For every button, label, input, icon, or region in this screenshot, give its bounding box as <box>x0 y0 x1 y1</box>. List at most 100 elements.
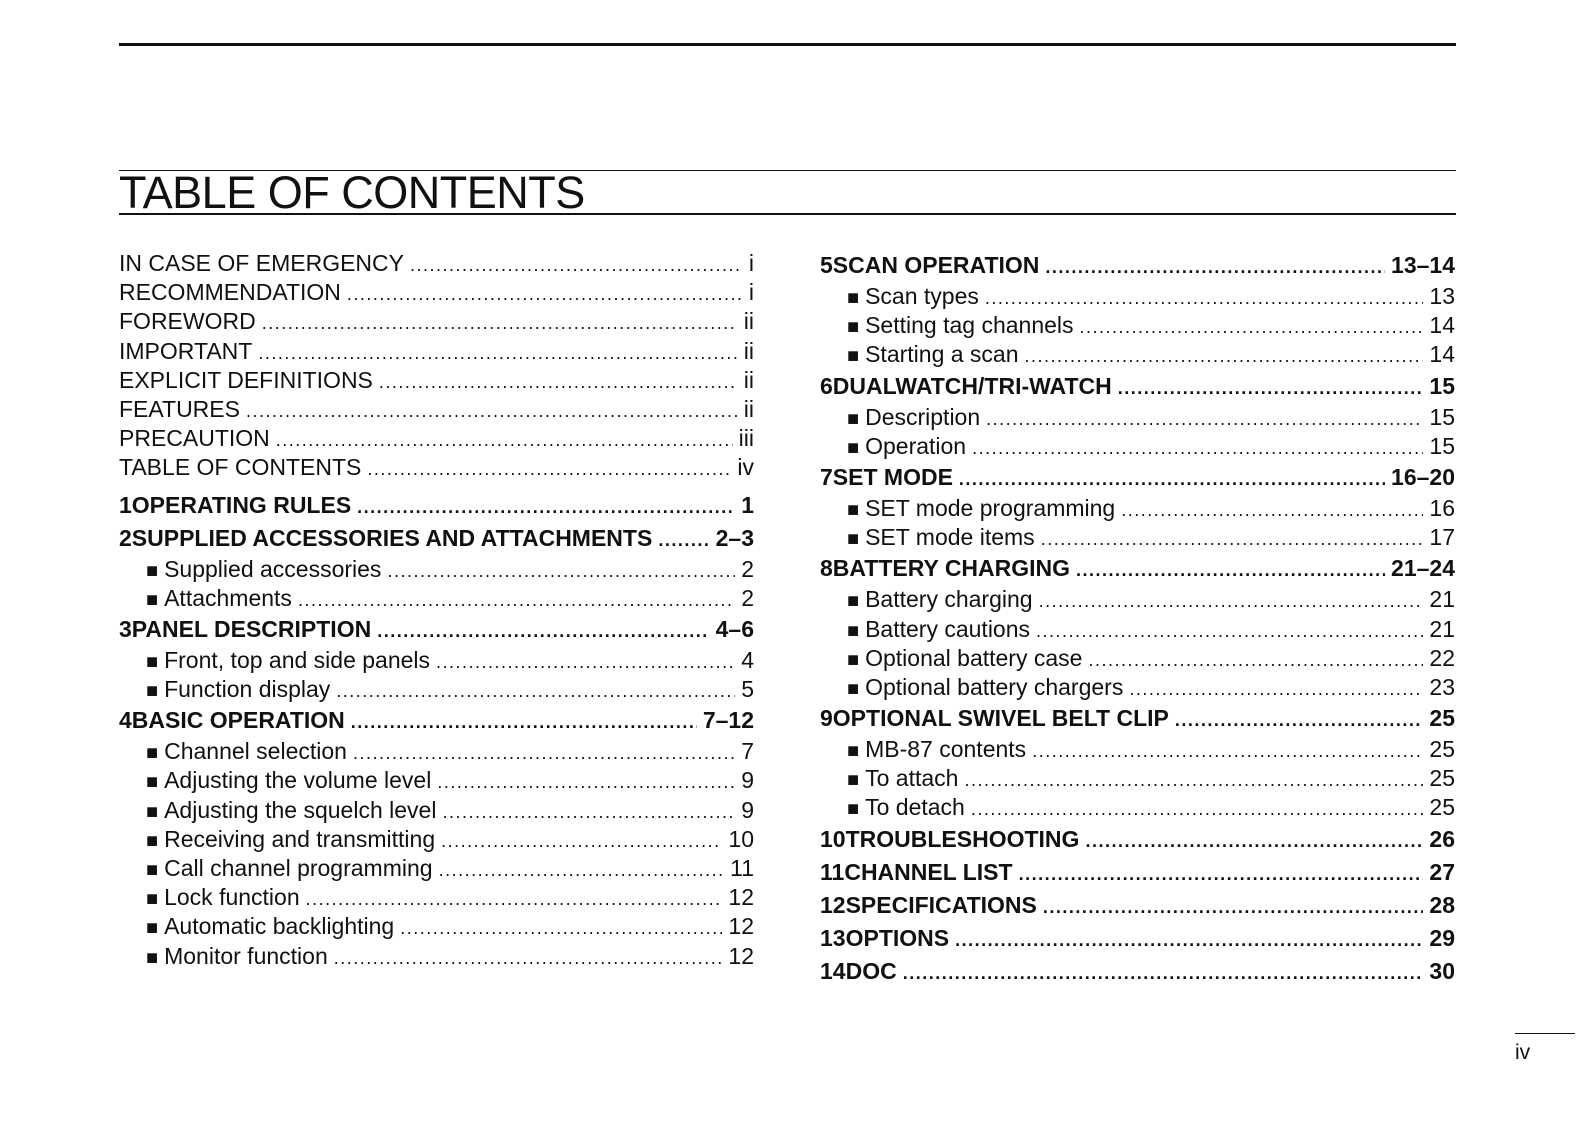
entry-page: 25 <box>1429 705 1455 732</box>
square-bullet-icon: ■ <box>847 740 860 763</box>
toc-entry[interactable]: ■ Function display.......................… <box>119 675 754 704</box>
entry-label: To detach <box>865 794 965 821</box>
toc-entry[interactable]: PRECAUTION..............................… <box>119 424 754 453</box>
entry-label: RECOMMENDATION <box>119 279 341 306</box>
entry-label: Starting a scan <box>865 341 1019 368</box>
toc-entry[interactable]: ■ Starting a scan........................… <box>820 340 1455 369</box>
toc-entry[interactable]: ■ Adjusting the volume level.............… <box>119 766 754 795</box>
dot-leader: ........................................… <box>1024 346 1424 367</box>
toc-entry[interactable]: ■ To detach..............................… <box>820 793 1455 822</box>
toc-entry[interactable]: IN CASE OF EMERGENCY....................… <box>119 249 754 278</box>
dot-leader: ........................................… <box>387 560 735 581</box>
toc-entry[interactable]: 3 PANEL DESCRIPTION......................… <box>119 613 754 646</box>
page-number-rule <box>1515 1033 1575 1034</box>
toc-entry[interactable]: 13 OPTIONS...............................… <box>820 922 1455 955</box>
toc-entry[interactable]: ■ Call channel programming...............… <box>119 854 754 883</box>
toc-entry[interactable]: ■ Front, top and side panels.............… <box>119 646 754 675</box>
toc-entry[interactable]: ■ Receiving and transmitting.............… <box>119 825 754 854</box>
entry-label: Function display <box>164 676 331 703</box>
entry-page: 21 <box>1429 615 1455 642</box>
entry-page: 17 <box>1429 524 1455 551</box>
toc-entry[interactable]: 11 CHANNEL LIST..........................… <box>820 856 1455 889</box>
toc-entry[interactable]: ■ SET mode programming...................… <box>820 494 1455 523</box>
toc-entry[interactable]: ■ Description............................… <box>820 403 1455 432</box>
entry-page: 25 <box>1429 736 1455 763</box>
toc-entry[interactable]: 4 BASIC OPERATION........................… <box>119 704 754 737</box>
entry-page: i <box>748 250 754 276</box>
toc-entry[interactable]: ■ Setting tag channels...................… <box>820 311 1455 340</box>
toc-entry[interactable]: ■ MB-87 contents.........................… <box>820 735 1455 764</box>
entry-label: CHANNEL LIST <box>844 858 1013 885</box>
dot-leader: ........................................… <box>258 342 738 363</box>
square-bullet-icon: ■ <box>146 771 159 794</box>
dot-leader: ........................................… <box>346 284 743 305</box>
toc-entry[interactable]: EXPLICIT DEFINITIONS....................… <box>119 366 754 395</box>
entry-label: Adjusting the volume level <box>164 767 432 794</box>
toc-entry[interactable]: ■ Channel selection......................… <box>119 737 754 766</box>
toc-entry[interactable]: ■ Optional battery case..................… <box>820 644 1455 673</box>
toc-entry[interactable]: ■ To attach..............................… <box>820 764 1455 793</box>
toc-entry[interactable]: RECOMMENDATION..........................… <box>119 278 754 307</box>
dot-leader: ........................................… <box>438 860 725 880</box>
section-number: 3 <box>119 615 132 642</box>
toc-entry[interactable]: 2 SUPPLIED ACCESSORIES AND ATTACHMENTS...… <box>119 522 754 555</box>
toc-entry[interactable]: ■ Optional battery chargers..............… <box>820 673 1455 702</box>
entry-page: 14 <box>1429 312 1455 339</box>
entry-label: Channel selection <box>164 738 347 765</box>
toc-entry[interactable]: ■ SET mode items.........................… <box>820 523 1455 552</box>
entry-page: 22 <box>1429 644 1455 671</box>
entry-page: 11 <box>730 855 754 881</box>
entry-page: iv <box>737 454 754 481</box>
toc-entry[interactable]: 8 BATTERY CHARGING.......................… <box>820 552 1455 585</box>
toc-entry[interactable]: 1 OPERATING RULES........................… <box>119 489 754 522</box>
square-bullet-icon: ■ <box>146 588 159 611</box>
entry-label: Battery cautions <box>865 615 1031 642</box>
toc-entry[interactable]: FOREWORD................................… <box>119 307 754 336</box>
entry-page: 15 <box>1429 403 1455 430</box>
toc-entry[interactable]: 14 DOC...................................… <box>820 955 1455 988</box>
square-bullet-icon: ■ <box>847 436 860 459</box>
entry-label: TROUBLESHOOTING <box>845 825 1080 852</box>
toc-entry[interactable]: ■ Adjusting the squelch level............… <box>119 796 754 825</box>
entry-label: Front, top and side panels <box>164 646 431 673</box>
entry-label: Battery charging <box>865 586 1033 613</box>
toc-entry[interactable]: 5 SCAN OPERATION.........................… <box>820 249 1455 282</box>
dot-leader: ........................................… <box>409 255 743 275</box>
toc-entry[interactable]: 7 SET MODE...............................… <box>820 461 1455 494</box>
entry-label: Scan types <box>865 283 979 309</box>
toc-entry[interactable]: ■ Supplied accessories...................… <box>119 555 754 584</box>
entry-label: OPTIONAL SWIVEL BELT CLIP <box>832 705 1169 732</box>
toc-entry[interactable]: 9 OPTIONAL SWIVEL BELT CLIP..............… <box>820 702 1455 735</box>
toc-right-column: 5 SCAN OPERATION.........................… <box>820 249 1455 988</box>
toc-entry[interactable]: ■ Monitor function.......................… <box>119 942 754 971</box>
toc-entry[interactable]: ■ Attachments............................… <box>119 584 754 613</box>
toc-entry[interactable]: 10 TROUBLESHOOTING.......................… <box>820 823 1455 856</box>
dot-leader: ........................................… <box>305 889 723 910</box>
toc-entry[interactable]: FEATURES................................… <box>119 395 754 424</box>
toc-entry[interactable]: 12 SPECIFICATIONS........................… <box>820 889 1455 922</box>
dot-leader: ........................................… <box>1117 377 1424 398</box>
toc-entry[interactable]: 6 DUALWATCH/TRI-WATCH....................… <box>820 370 1455 403</box>
toc-entry[interactable]: IMPORTANT...............................… <box>119 337 754 366</box>
toc-entry[interactable]: ■ Automatic backlighting.................… <box>119 912 754 941</box>
dot-leader: ........................................… <box>377 620 709 641</box>
entry-label: IMPORTANT <box>119 337 253 364</box>
square-bullet-icon: ■ <box>146 829 159 852</box>
entry-label: OPERATING RULES <box>131 491 352 518</box>
dot-leader: ........................................… <box>1085 830 1424 851</box>
entry-label: Optional battery chargers <box>865 673 1124 700</box>
toc-entry[interactable]: ■ Battery cautions.......................… <box>820 615 1455 644</box>
toc-entry[interactable]: TABLE OF CONTENTS.......................… <box>119 453 754 482</box>
entry-page: 14 <box>1429 341 1455 368</box>
section-number: 10 <box>820 825 846 852</box>
dot-leader: ........................................… <box>1088 649 1423 670</box>
toc-entry[interactable]: ■ Battery charging.......................… <box>820 585 1455 614</box>
entry-page: 12 <box>728 884 754 911</box>
entry-page: 21 <box>1429 586 1455 613</box>
square-bullet-icon: ■ <box>146 800 159 823</box>
toc-entry[interactable]: ■ Scan types.............................… <box>820 282 1455 311</box>
toc-entry[interactable]: ■ Lock function..........................… <box>119 883 754 912</box>
dot-leader: ........................................… <box>333 947 723 968</box>
dot-leader: ........................................… <box>1121 499 1424 520</box>
toc-entry[interactable]: ■ Operation..............................… <box>820 432 1455 461</box>
